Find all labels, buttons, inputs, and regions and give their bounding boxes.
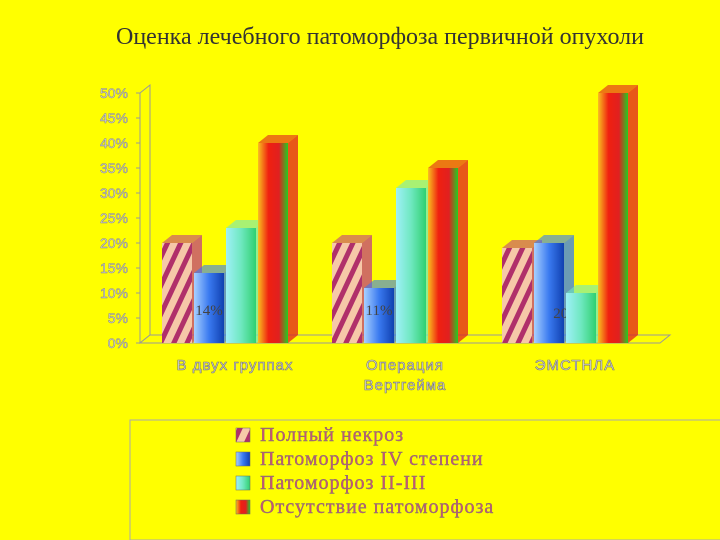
bar bbox=[428, 168, 458, 343]
y-tick-label: 5% bbox=[108, 310, 128, 326]
bar bbox=[396, 188, 426, 343]
bar bbox=[162, 243, 192, 343]
chart-title: Оценка лечебного патоморфоза первичной о… bbox=[116, 24, 644, 50]
bar bbox=[502, 248, 532, 343]
x-tick-label: Операция Вертгейма bbox=[363, 357, 447, 395]
legend-label: Патоморфоз II-III bbox=[260, 472, 426, 494]
bar-top bbox=[332, 235, 372, 243]
legend-label: Полный некроз bbox=[260, 424, 404, 446]
y-tick-label: 25% bbox=[100, 210, 128, 226]
bar-top bbox=[226, 220, 266, 228]
legend-swatch bbox=[235, 451, 251, 467]
bar-top bbox=[502, 240, 542, 248]
bar bbox=[364, 288, 394, 343]
legend-label: Патоморфоз IV степени bbox=[260, 448, 484, 470]
bar-side bbox=[288, 135, 298, 343]
legend-swatch bbox=[235, 475, 251, 491]
legend-swatch bbox=[235, 427, 251, 443]
bar bbox=[534, 243, 564, 343]
bar-top bbox=[162, 235, 202, 243]
bar-side bbox=[458, 160, 468, 343]
bar bbox=[332, 243, 362, 343]
y-tick-label: 35% bbox=[100, 160, 128, 176]
bar-top bbox=[428, 160, 468, 168]
data-label: 11% bbox=[366, 303, 393, 319]
x-tick-label: ЭМСТНЛА bbox=[534, 357, 616, 375]
bar bbox=[194, 273, 224, 343]
bar bbox=[258, 143, 288, 343]
bar bbox=[598, 93, 628, 343]
bar bbox=[566, 293, 596, 343]
y-tick-label: 30% bbox=[100, 185, 128, 201]
y-tick-label: 40% bbox=[100, 135, 128, 151]
bar-top bbox=[258, 135, 298, 143]
bar bbox=[226, 228, 256, 343]
x-tick-label: В двух группах bbox=[176, 357, 294, 375]
legend-box bbox=[129, 419, 720, 540]
y-tick-label: 45% bbox=[100, 110, 128, 126]
y-tick-label: 15% bbox=[100, 260, 128, 276]
legend-swatch bbox=[235, 499, 251, 515]
y-tick-label: 50% bbox=[100, 85, 128, 101]
bar-top bbox=[194, 265, 234, 273]
y-tick-label: 20% bbox=[100, 235, 128, 251]
side-wall bbox=[139, 83, 151, 345]
bar-top bbox=[598, 85, 638, 93]
bar-top bbox=[566, 285, 606, 293]
bar-side bbox=[628, 85, 638, 343]
bar-top bbox=[364, 280, 404, 288]
y-tick-label: 10% bbox=[100, 285, 128, 301]
legend-label: Отсутствие патоморфоза bbox=[260, 496, 494, 518]
data-label: 14% bbox=[195, 303, 223, 319]
y-tick-label: 0% bbox=[108, 335, 128, 351]
bar-top bbox=[534, 235, 574, 243]
bar-top bbox=[396, 180, 436, 188]
